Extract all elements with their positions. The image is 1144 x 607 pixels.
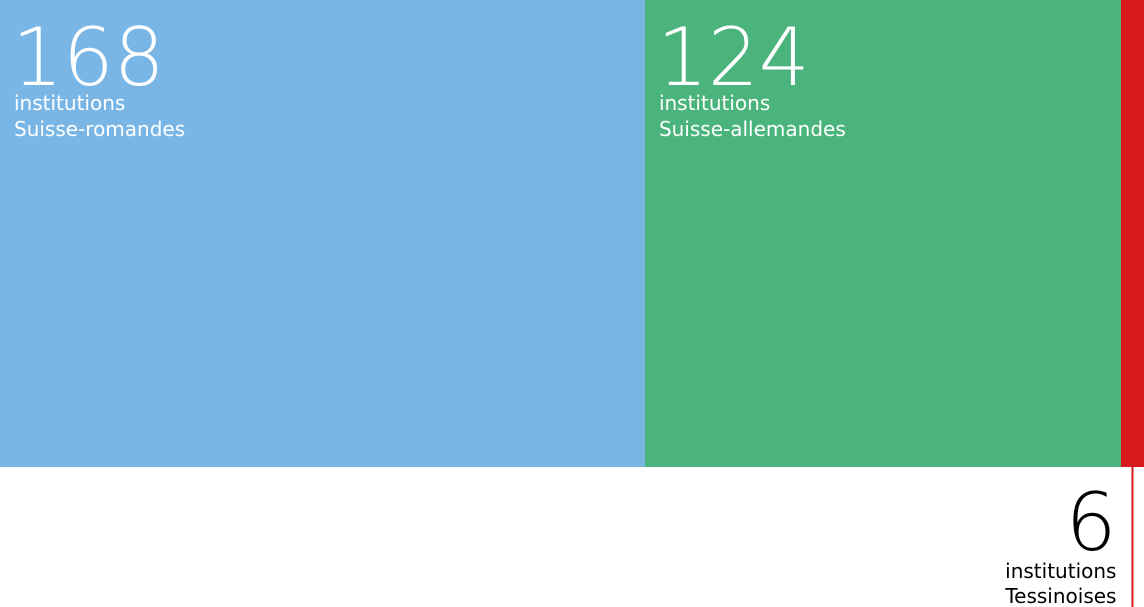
category-label: Tessinoises bbox=[1004, 584, 1116, 607]
unit-label: institutions bbox=[659, 91, 770, 115]
value-label: 168 bbox=[12, 11, 165, 104]
segment bbox=[1120, 0, 1144, 467]
unit-label: institutions bbox=[14, 91, 125, 115]
segment bbox=[0, 0, 645, 467]
segment bbox=[644, 0, 1121, 467]
category-label: Suisse-allemandes bbox=[659, 117, 846, 141]
unit-label: institutions bbox=[1005, 559, 1116, 583]
category-label: Suisse-romandes bbox=[14, 117, 185, 141]
value-label: 124 bbox=[657, 11, 810, 104]
value-label: 6 bbox=[1066, 476, 1117, 569]
